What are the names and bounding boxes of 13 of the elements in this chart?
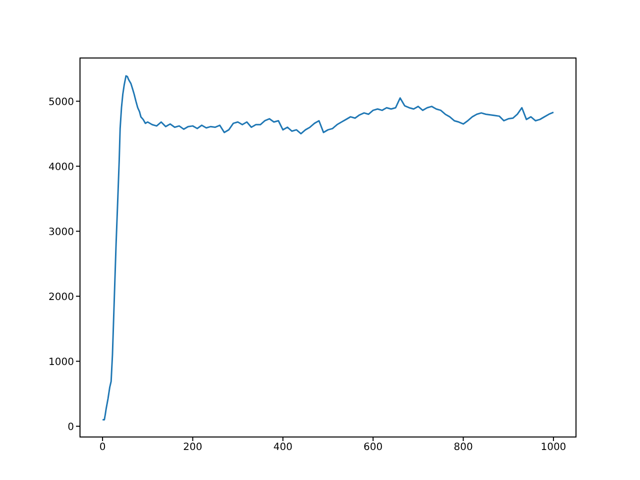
y-tick-label: 3000: [48, 226, 74, 238]
x-tick-label: 200: [183, 442, 202, 454]
x-tick-label: 1000: [540, 442, 566, 454]
y-tick-label: 1000: [48, 356, 74, 368]
y-tick-label: 2000: [48, 292, 74, 303]
x-tick-label: 800: [454, 442, 473, 454]
y-tick-label: 0: [68, 422, 74, 433]
x-tick-label: 600: [364, 442, 383, 454]
line-series: [102, 75, 554, 421]
x-tick-label: 400: [273, 442, 292, 454]
y-tick-label: 5000: [48, 96, 74, 108]
y-tick-label: 4000: [48, 162, 74, 173]
x-tick-label: 0: [99, 442, 106, 454]
